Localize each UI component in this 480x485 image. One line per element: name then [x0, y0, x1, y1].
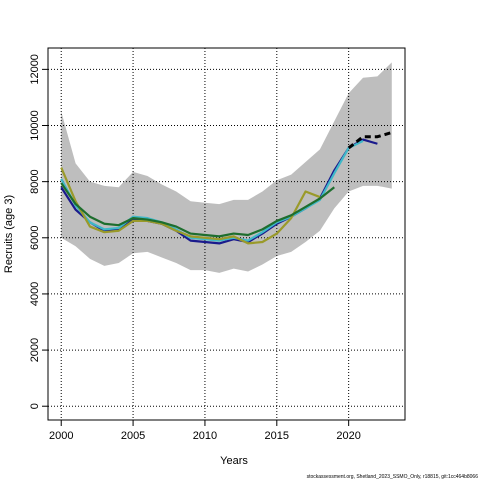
- series-line: [60, 182, 335, 238]
- x-tick-label: 2015: [265, 430, 289, 442]
- footer: stockassessment.org, Shetland_2023_SSMO_…: [307, 474, 479, 480]
- y-tick-label: 12000: [29, 54, 41, 85]
- y-tick-label: 10000: [29, 110, 41, 141]
- y-tick-label: 0: [29, 403, 41, 409]
- x-tick-label: 2020: [336, 430, 360, 442]
- x-tick-label: 2000: [49, 430, 73, 442]
- y-tick-label: 2000: [29, 338, 41, 362]
- y-axis-label: Recruits (age 3): [3, 195, 15, 273]
- x-axis-label: Years: [220, 455, 248, 467]
- y-tick-label: 8000: [29, 169, 41, 193]
- y-tick-label: 4000: [29, 282, 41, 306]
- plot-frame: [47, 47, 406, 421]
- x-tick-label: 2005: [121, 430, 145, 442]
- series-line: [60, 139, 364, 242]
- series-line: [60, 167, 321, 245]
- y-tick-label: 6000: [29, 226, 41, 250]
- x-tick-label: 2010: [193, 430, 217, 442]
- series-line: [347, 131, 393, 150]
